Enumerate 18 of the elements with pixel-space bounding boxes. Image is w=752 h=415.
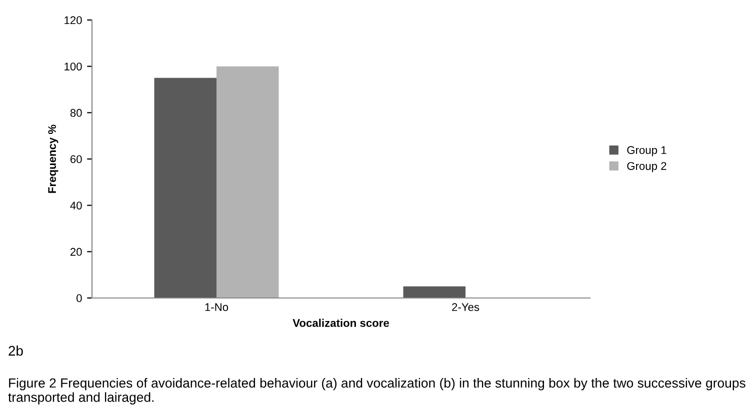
y-tick-label: 80 bbox=[70, 108, 82, 117]
x-tick-label: 2-Yes bbox=[452, 303, 480, 312]
y-tick-label: 0 bbox=[76, 294, 82, 302]
y-tick-label: 40 bbox=[70, 202, 82, 210]
bar bbox=[403, 286, 466, 298]
bar bbox=[154, 78, 216, 298]
text: 2b bbox=[8, 346, 23, 356]
y-tick-label: 120 bbox=[64, 16, 82, 24]
bar bbox=[216, 66, 279, 298]
y-tick-label: 20 bbox=[70, 248, 82, 256]
x-tick-label: 1-No bbox=[205, 303, 228, 312]
legend-label: Group 2 bbox=[627, 162, 666, 172]
legend-label: Group 1 bbox=[627, 146, 666, 156]
y-tick-label: 100 bbox=[64, 62, 82, 70]
y-axis-title: Frequency % bbox=[48, 124, 58, 193]
y-tick-label: 60 bbox=[70, 155, 82, 164]
caption: Figure 2 Frequencies of avoidance-related behaviour (a) and vocalization (b) in the stunning box by the two successive groups transported and lairaged. bbox=[8, 378, 746, 405]
x-axis-title: Vocalization score bbox=[292, 318, 389, 327]
